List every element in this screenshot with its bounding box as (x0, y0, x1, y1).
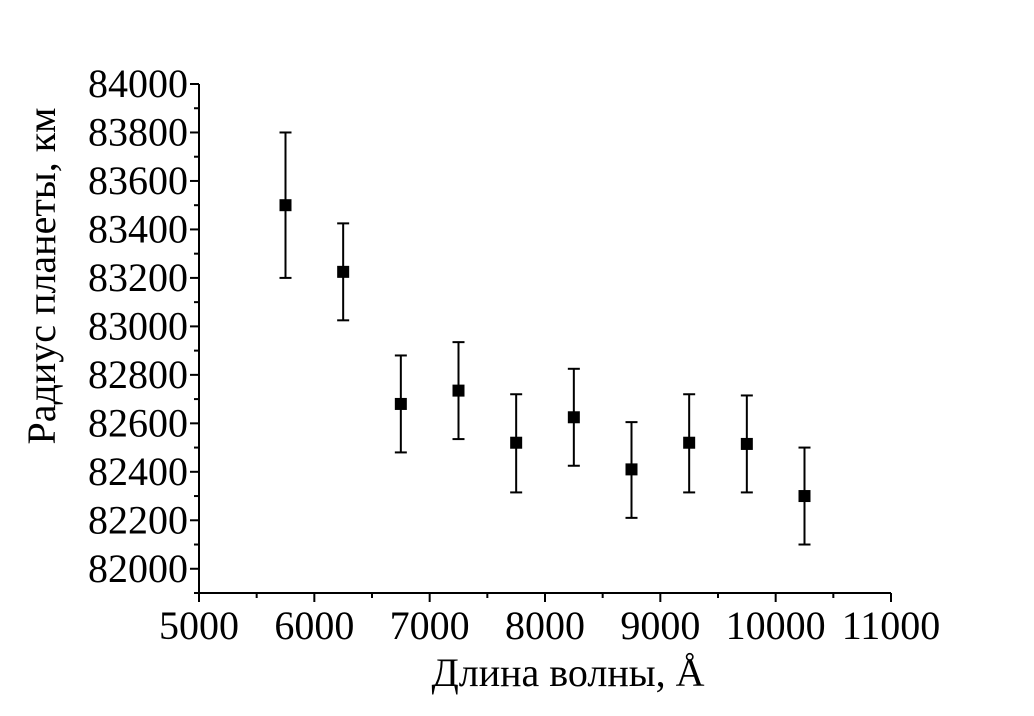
x-tick-label: 7000 (390, 603, 470, 648)
y-tick-label: 82000 (88, 546, 188, 591)
y-tick-label: 84000 (88, 61, 188, 106)
x-tick-label: 8000 (505, 603, 585, 648)
data-point (337, 265, 350, 278)
y-tick-label: 83800 (88, 109, 188, 154)
y-tick-label: 82800 (88, 352, 188, 397)
data-point (567, 411, 580, 424)
x-tick-label: 10000 (726, 603, 826, 648)
y-tick-label: 83000 (88, 303, 188, 348)
y-tick-label: 82600 (88, 400, 188, 445)
x-tick-label: 6000 (274, 603, 354, 648)
data-marks (279, 131, 811, 546)
x-axis-title: Длина волны, Å (431, 650, 704, 695)
y-tick-label: 83200 (88, 255, 188, 300)
y-axis-title: Радиус планеты, км (19, 108, 64, 445)
data-point (683, 436, 696, 449)
x-tick-label: 11000 (842, 603, 941, 648)
data-point (394, 397, 407, 410)
data-point (279, 199, 292, 212)
y-tick-label: 82400 (88, 449, 188, 494)
data-point (625, 463, 638, 476)
data-point (452, 384, 465, 397)
axes: 5000 6000 7000 8000 9000 10000 11000 8200082200… (88, 61, 940, 648)
data-point (510, 436, 523, 449)
y-tick-label: 83600 (88, 158, 188, 203)
y-tick-label: 83400 (88, 206, 188, 251)
x-tick-label: 5000 (159, 603, 239, 648)
data-point (798, 490, 811, 503)
x-tick-label: 9000 (620, 603, 700, 648)
y-tick-label: 82200 (88, 497, 188, 542)
data-point (740, 437, 753, 450)
